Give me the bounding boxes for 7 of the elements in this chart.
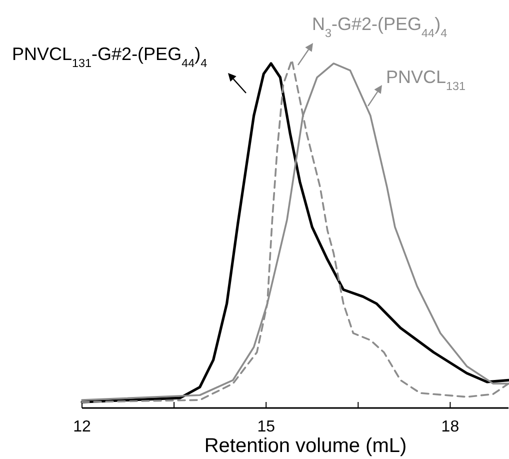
x-tick-label: 18 (441, 418, 460, 436)
x-tick-label: 15 (257, 418, 276, 436)
series-label: N$_{3}$-G#2-(PEG$_{44}$)$_{4}$ (312, 14, 448, 40)
text: PNVCL$_{131}$-G#2-(PEG$_{44}$)$_{4}$ (12, 44, 208, 70)
x-axis-title: Retention volume (mL) (204, 435, 407, 457)
x-tick-label: 12 (73, 418, 91, 436)
legend-label: PNVCL$_{131}$ (386, 67, 466, 92)
